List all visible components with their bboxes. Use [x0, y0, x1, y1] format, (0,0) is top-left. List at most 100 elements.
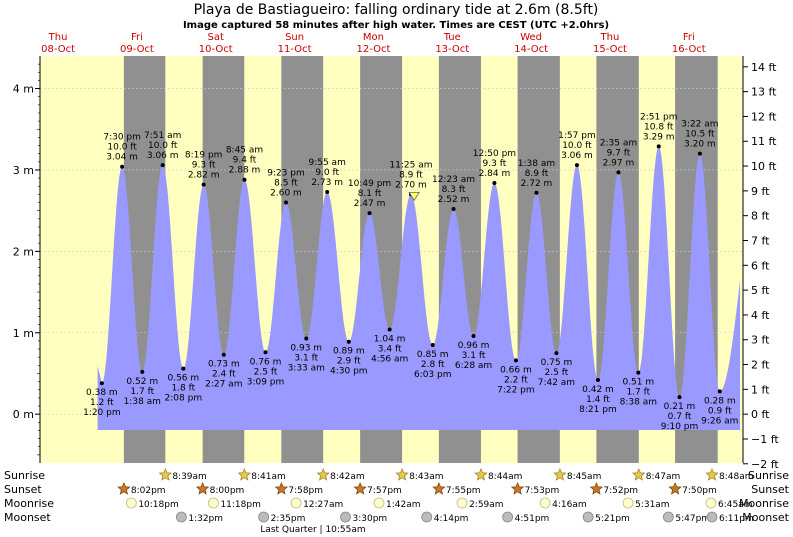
low-tide-label: 2.4 ft [212, 370, 236, 380]
low-tide-label: 0.76 m [250, 357, 282, 367]
day-date: 12-Oct [356, 44, 390, 55]
high-tide-label: 10:49 pm [348, 179, 391, 189]
right-axis-tick-label: 14 ft [751, 61, 777, 74]
high-tide-label: 10.5 ft [685, 130, 715, 140]
sunrise-time: 8:45am [567, 472, 602, 482]
high-tide-label: 7:51 am [144, 131, 181, 141]
left-axis-tick-label: 4 m [13, 83, 34, 96]
high-tide-label: 1:38 am [518, 159, 555, 169]
left-axis-tick-label: 1 m [13, 327, 34, 340]
moonrise-icon [373, 497, 385, 509]
sunset-time: 7:57pm [367, 486, 402, 496]
day-date: 14-Oct [514, 44, 548, 55]
left-axis-tick-label: 0 m [13, 408, 34, 421]
moonset-row-label-left: Moonset [4, 511, 51, 524]
low-tide-label: 1.7 ft [130, 387, 154, 397]
sunset-time: 8:00pm [210, 486, 245, 496]
low-tide-point [636, 370, 641, 375]
moonset-row-label-right: Moonset [742, 511, 789, 524]
low-tide-point [221, 352, 226, 357]
day-date: 09-Oct [120, 44, 154, 55]
sunrise-time: 8:44am [488, 472, 522, 482]
low-tide-label: 1.04 m [374, 335, 406, 345]
right-axis-tick-label: 2 ft [751, 359, 770, 372]
low-tide-label: 9:10 pm [661, 422, 699, 432]
moonrise-icon [539, 497, 551, 509]
sunset-time: 7:58pm [288, 486, 323, 496]
moonset-icon [258, 511, 270, 523]
high-tide-label: 8.3 ft [442, 185, 466, 195]
moonrise-time: 6:45am [718, 500, 753, 510]
moonrise-time: 1:42am [386, 500, 421, 510]
sunset-row-label-right: Sunset [751, 483, 789, 496]
right-axis-tick-label: 9 ft [751, 185, 770, 198]
sunrise-icon [158, 467, 172, 481]
high-tide-label: 9.7 ft [607, 148, 631, 158]
low-tide-point [677, 395, 682, 400]
day-date: 15-Oct [593, 44, 627, 55]
high-tide-label: 9.0 ft [315, 168, 339, 178]
low-tide-label: 0.28 m [704, 396, 736, 406]
moonset-time: 4:51pm [515, 514, 550, 524]
sunset-row-label-left: Sunset [4, 483, 42, 496]
low-tide-label: 0.75 m [541, 358, 573, 368]
low-tide-label: 0.21 m [664, 402, 696, 412]
high-tide-label: 3.20 m [684, 140, 716, 150]
high-tide-point [120, 164, 125, 169]
right-axis-tick-label: 1 ft [751, 383, 770, 396]
high-tide-point [367, 211, 372, 216]
moonrise-time: 2:59am [469, 500, 504, 510]
day-date: 08-Oct [41, 44, 75, 55]
day-name: Thu [48, 32, 68, 43]
sunrise-icon [553, 467, 567, 481]
high-tide-label: 9.3 ft [192, 161, 216, 171]
right-axis-tick-label: 12 ft [751, 110, 777, 123]
tide-area [97, 146, 741, 430]
moonrise-time: 12:27am [303, 500, 343, 510]
day-date: 16-Oct [672, 44, 706, 55]
high-tide-label: 11:25 am [389, 160, 432, 170]
high-tide-point [534, 190, 539, 195]
moonset-icon [421, 511, 433, 523]
current-time-marker [408, 191, 420, 202]
moonset-icon [662, 511, 674, 523]
low-tide-point [346, 339, 351, 344]
low-tide-label: 3:09 pm [247, 377, 285, 387]
high-tide-label: 9:55 am [308, 158, 345, 168]
chart-subtitle: Image captured 58 minutes after high wat… [183, 20, 609, 31]
moonrise-icon [125, 497, 137, 509]
low-tide-label: 3.1 ft [462, 351, 486, 361]
low-tide-label: 0.9 ft [708, 406, 732, 416]
high-tide-label: 8.1 ft [358, 189, 382, 199]
high-tide-point [160, 163, 165, 168]
low-tide-label: 0.93 m [290, 343, 322, 353]
low-tide-label: 2.9 ft [337, 357, 361, 367]
moonset-icon [340, 511, 351, 523]
high-tide-label: 10.0 ft [562, 141, 592, 151]
sunset-icon [353, 481, 367, 495]
high-tide-label: 2:35 am [600, 138, 637, 148]
moonset-icon [175, 511, 187, 523]
high-tide-label: 2.70 m [395, 180, 427, 190]
sunrise-icon [316, 467, 330, 481]
high-tide-label: 2.72 m [521, 179, 553, 189]
low-tide-point [387, 327, 392, 332]
low-tide-label: 6:03 pm [414, 370, 452, 380]
low-tide-label: 0.52 m [126, 377, 158, 387]
high-tide-label: 2:51 pm [640, 112, 678, 122]
high-tide-label: 8:19 pm [185, 151, 223, 161]
low-tide-point [99, 381, 104, 386]
moonset-icon [706, 511, 718, 523]
moonrise-icon [456, 497, 468, 509]
high-tide-label: 2.52 m [438, 195, 470, 205]
low-tide-point [430, 342, 435, 347]
low-tide-label: 9:26 am [701, 416, 738, 426]
high-tide-label: 2.84 m [479, 169, 511, 179]
sunrise-time: 8:39am [172, 472, 207, 482]
right-axis-tick-label: −1 ft [751, 433, 779, 446]
high-tide-label: 2.73 m [311, 178, 343, 188]
high-tide-label: 2.97 m [603, 158, 635, 168]
high-tide-label: 3:22 am [681, 120, 718, 130]
